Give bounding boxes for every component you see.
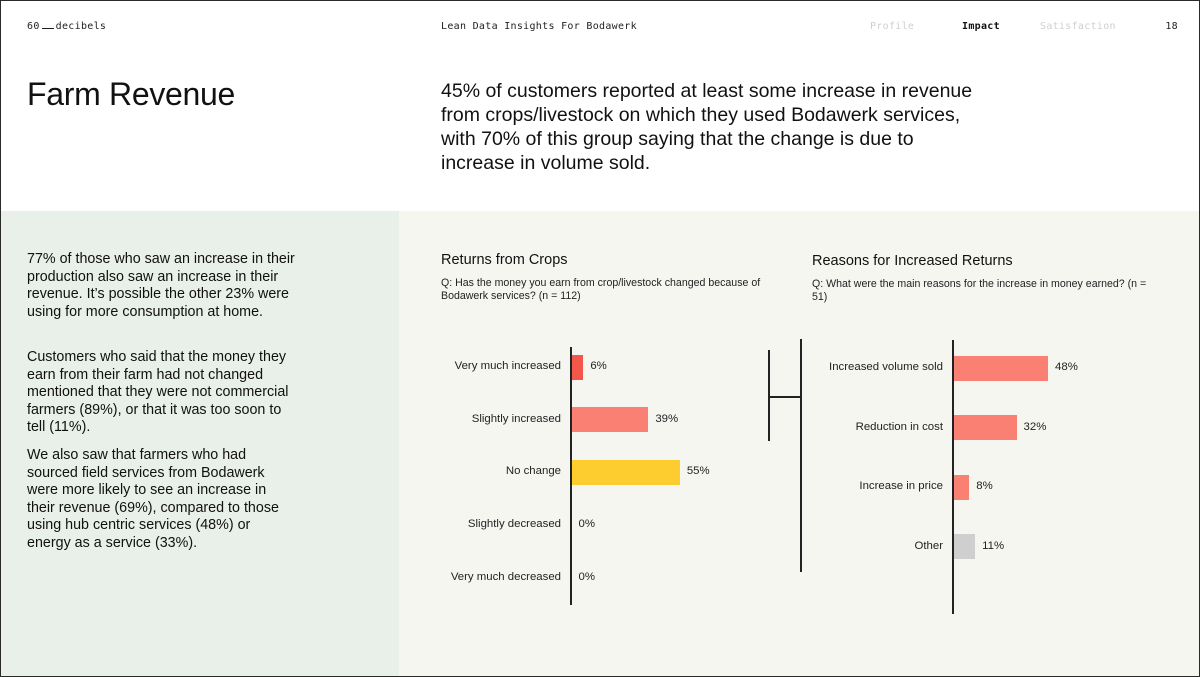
bar-value-label: 48% [1055, 361, 1078, 373]
bar-category-label: Slightly increased [471, 412, 561, 425]
logo-word: decibels [55, 21, 107, 32]
bar-category-label: Increased volume sold [829, 361, 943, 373]
nav-impact[interactable]: Impact [962, 21, 1000, 32]
bar-value-label: 8% [976, 480, 993, 493]
bar-category-label: No change [505, 465, 561, 478]
divider-vertical-right [800, 339, 802, 572]
page-number: 18 [1165, 21, 1178, 32]
bar-value-label: 32% [1023, 420, 1047, 433]
logo-underscore [41, 21, 54, 29]
divider-horizontal [768, 396, 801, 398]
bar-very-much-increased [571, 354, 584, 380]
bar-value-label: 0% [578, 518, 595, 531]
chart-title-returns: Returns from Crops [441, 252, 568, 268]
sidebar-paragraph: We also saw that farmers who had sourced… [27, 447, 279, 551]
nav-profile[interactable]: Profile [870, 21, 915, 32]
sidebar-paragraph: Customers who said that the money they e… [27, 349, 289, 435]
bar-value-label: 11% [982, 539, 1005, 552]
chart-panel [399, 211, 1199, 676]
bar-category-label: Reduction in cost [855, 420, 943, 433]
bar-slightly-increased [571, 407, 649, 433]
bar-category-label: Very much decreased [450, 570, 561, 583]
bar-value-label: 55% [686, 465, 710, 478]
chart-title-reasons: Reasons for Increased Returns [812, 253, 1013, 269]
bar-category-label: Increase in price [859, 480, 943, 493]
chart-question-returns: Q: Has the money you earn from crop/live… [441, 277, 761, 302]
bar-no-change [571, 459, 680, 485]
bar-category-label: Very much increased [454, 360, 561, 372]
divider-vertical-left [768, 350, 770, 441]
bar-value-label: 39% [655, 412, 679, 425]
page-title: Farm Revenue [27, 76, 236, 112]
bar-category-label: Other [914, 539, 944, 552]
bar-increased-volume-sold [953, 355, 1049, 381]
lead-statement: 45% of customers reported at least some … [441, 80, 973, 174]
logo-number: 60 [27, 21, 40, 32]
bar-value-label: 6% [590, 360, 607, 372]
bar-other [953, 534, 976, 560]
chart-question-reasons: Q: What were the main reasons for the in… [812, 278, 1147, 303]
chart-axis [952, 340, 954, 614]
bar-reduction-in-cost [953, 415, 1017, 441]
sidebar-paragraph: 77% of those who saw an increase in thei… [27, 251, 295, 320]
sidebar-panel [1, 211, 399, 676]
nav-satisfaction[interactable]: Satisfaction [1040, 21, 1116, 32]
bar-value-label: 0% [578, 570, 595, 583]
chart-axis [570, 347, 572, 605]
bar-category-label: Slightly decreased [467, 518, 561, 531]
document-title: Lean Data Insights For Bodawerk [441, 21, 637, 32]
brand-logo[interactable]: 60 decibels [27, 21, 106, 32]
bar-increase-in-price [953, 474, 970, 500]
